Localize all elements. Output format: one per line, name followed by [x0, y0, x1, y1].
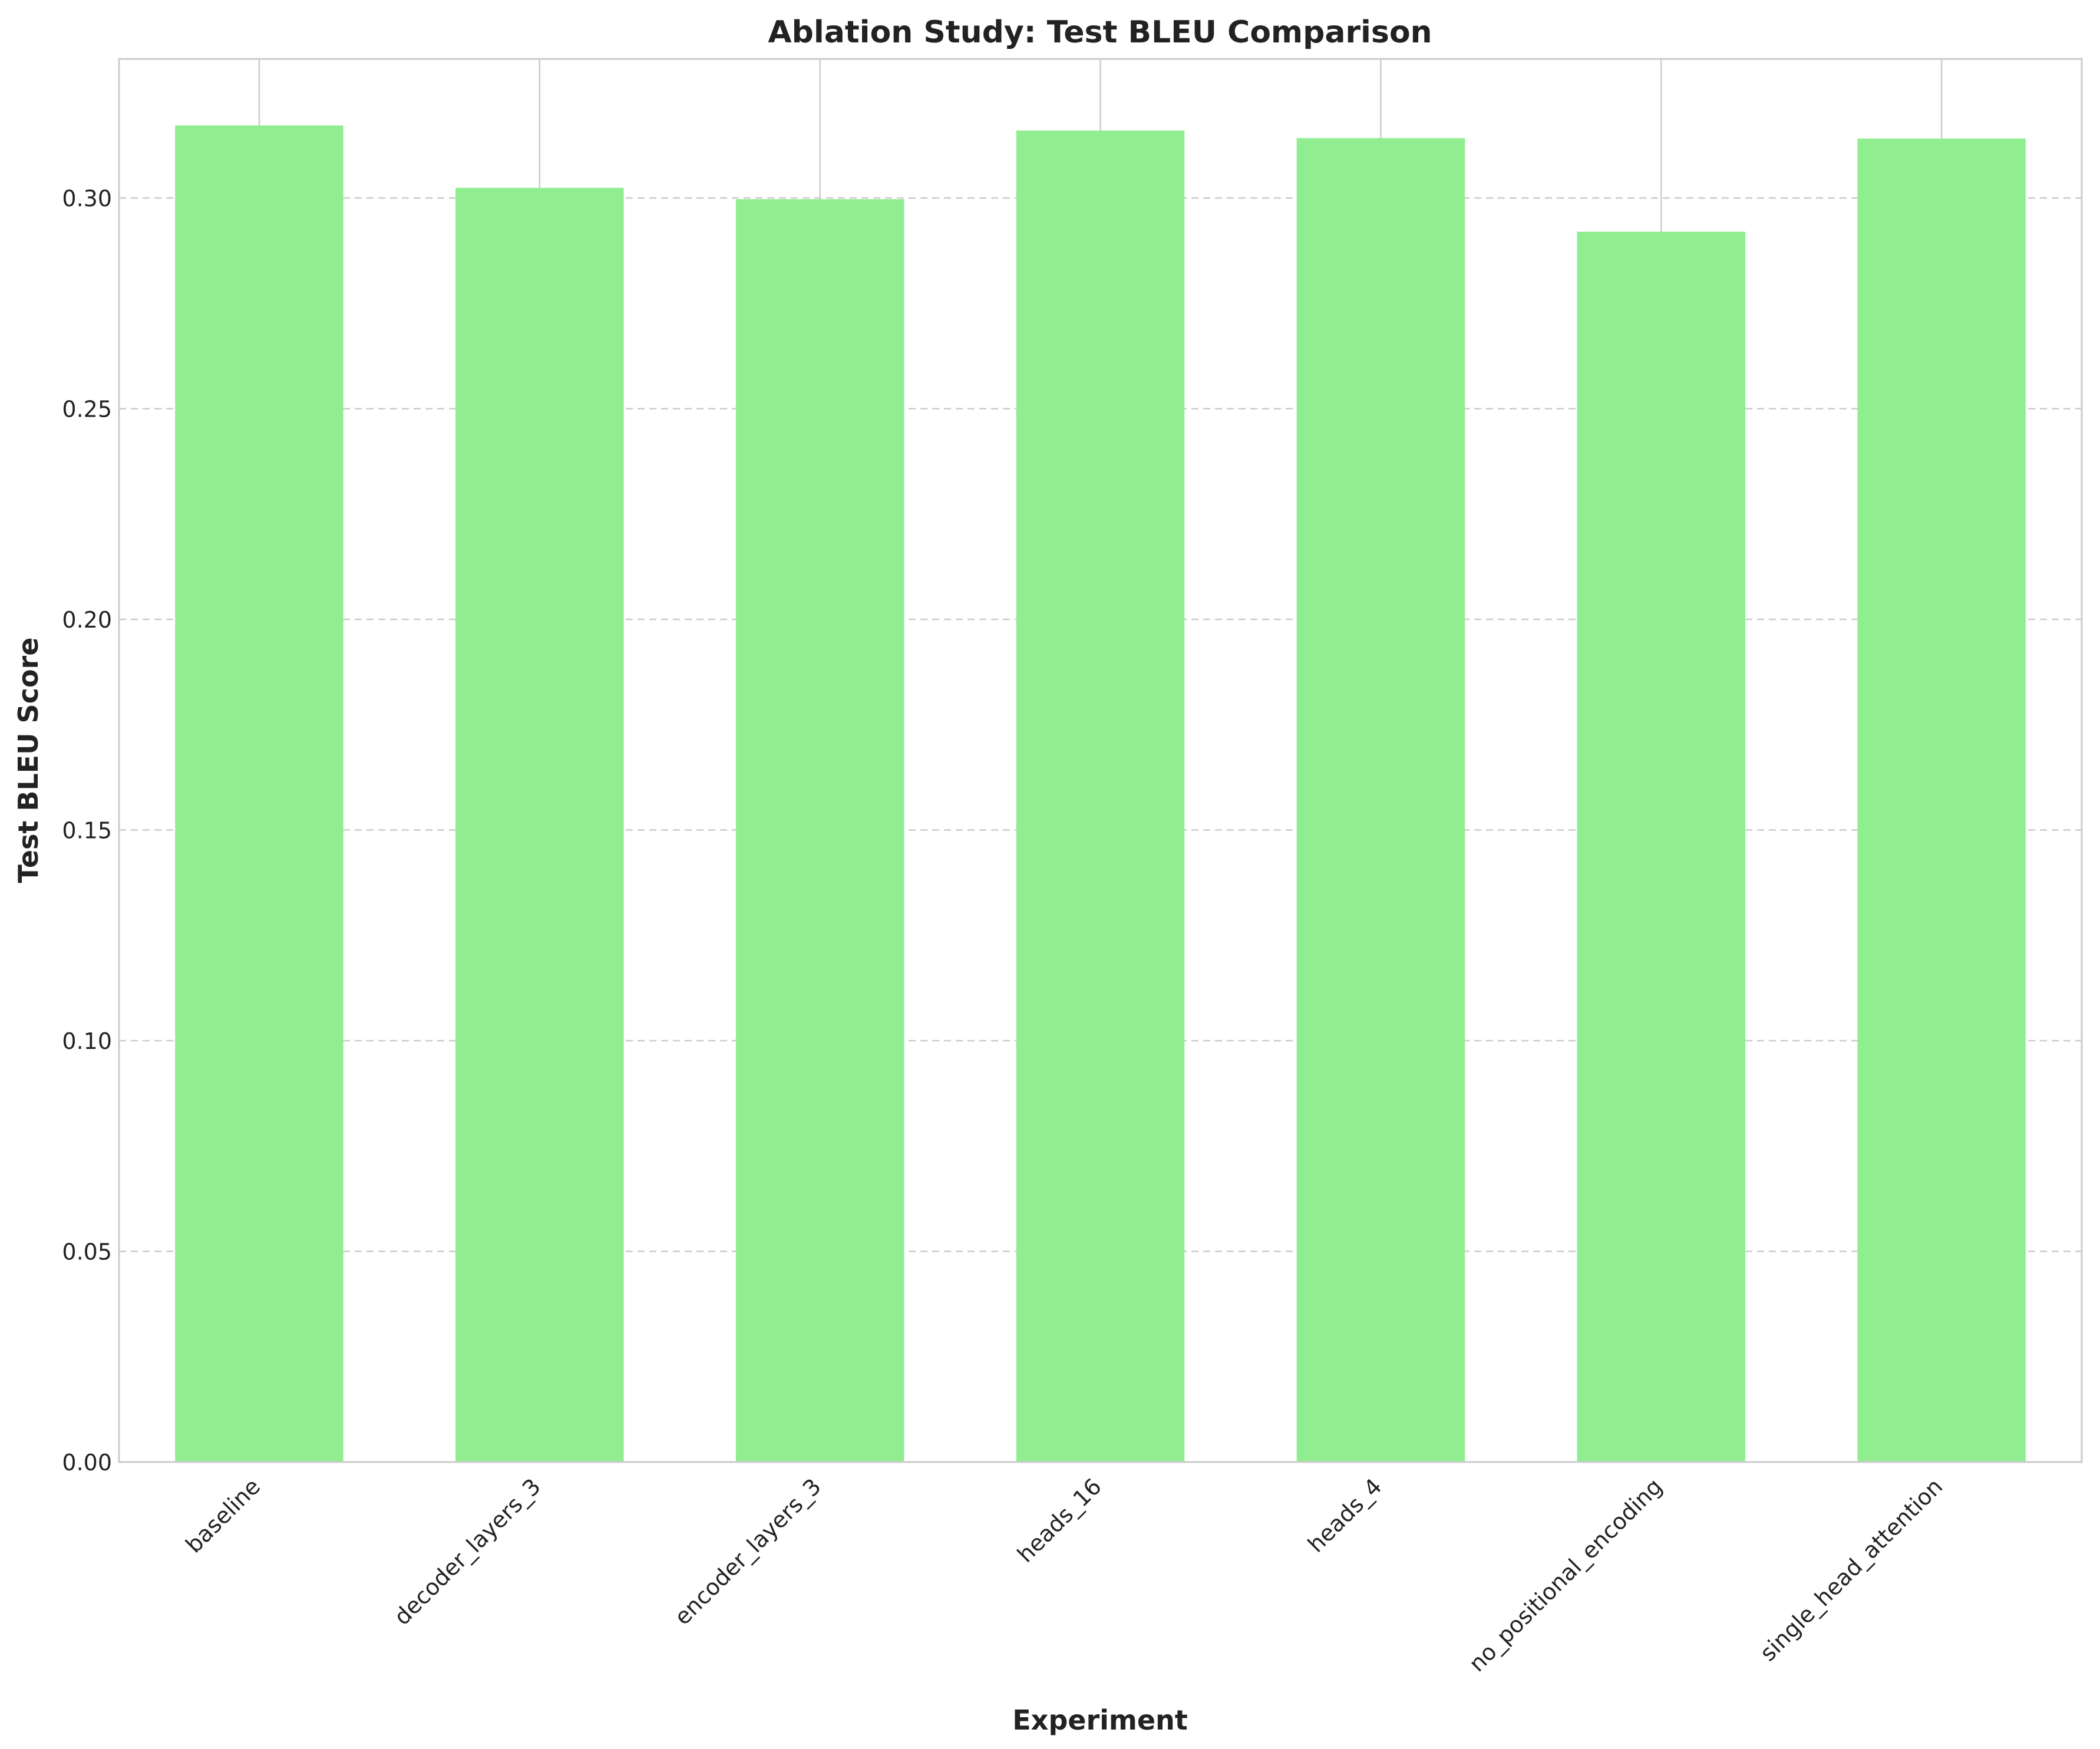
y-tick-label: 0.10 [62, 1028, 112, 1054]
x-axis-label: Experiment [1012, 1704, 1188, 1736]
axes-frame [118, 58, 2083, 1463]
bar-encoder-layers-3 [735, 199, 904, 1462]
y-tick-label: 0.20 [62, 607, 112, 633]
bar-heads-4 [1296, 138, 1465, 1462]
y-axis-label: Test BLEU Score [12, 638, 44, 883]
bars [175, 125, 2026, 1463]
y-tick-label: 0.25 [62, 396, 112, 422]
y-tick-label: 0.30 [62, 186, 112, 212]
y-tick-labels: 0.00 0.05 0.10 0.15 0.20 0.25 0.30 [62, 186, 112, 1476]
y-tick-label: 0.00 [62, 1450, 112, 1476]
y-tick-label: 0.05 [62, 1239, 112, 1265]
bar-baseline [175, 125, 344, 1462]
chart-title: Ablation Study: Test BLEU Comparison [768, 15, 1432, 50]
bar-no-positional-encoding [1577, 232, 1745, 1462]
y-tick-label: 0.15 [62, 817, 112, 843]
bar-heads-16 [1016, 130, 1185, 1463]
bar-decoder-layers-3 [455, 187, 624, 1462]
bar-single-head-attention [1857, 138, 2026, 1462]
